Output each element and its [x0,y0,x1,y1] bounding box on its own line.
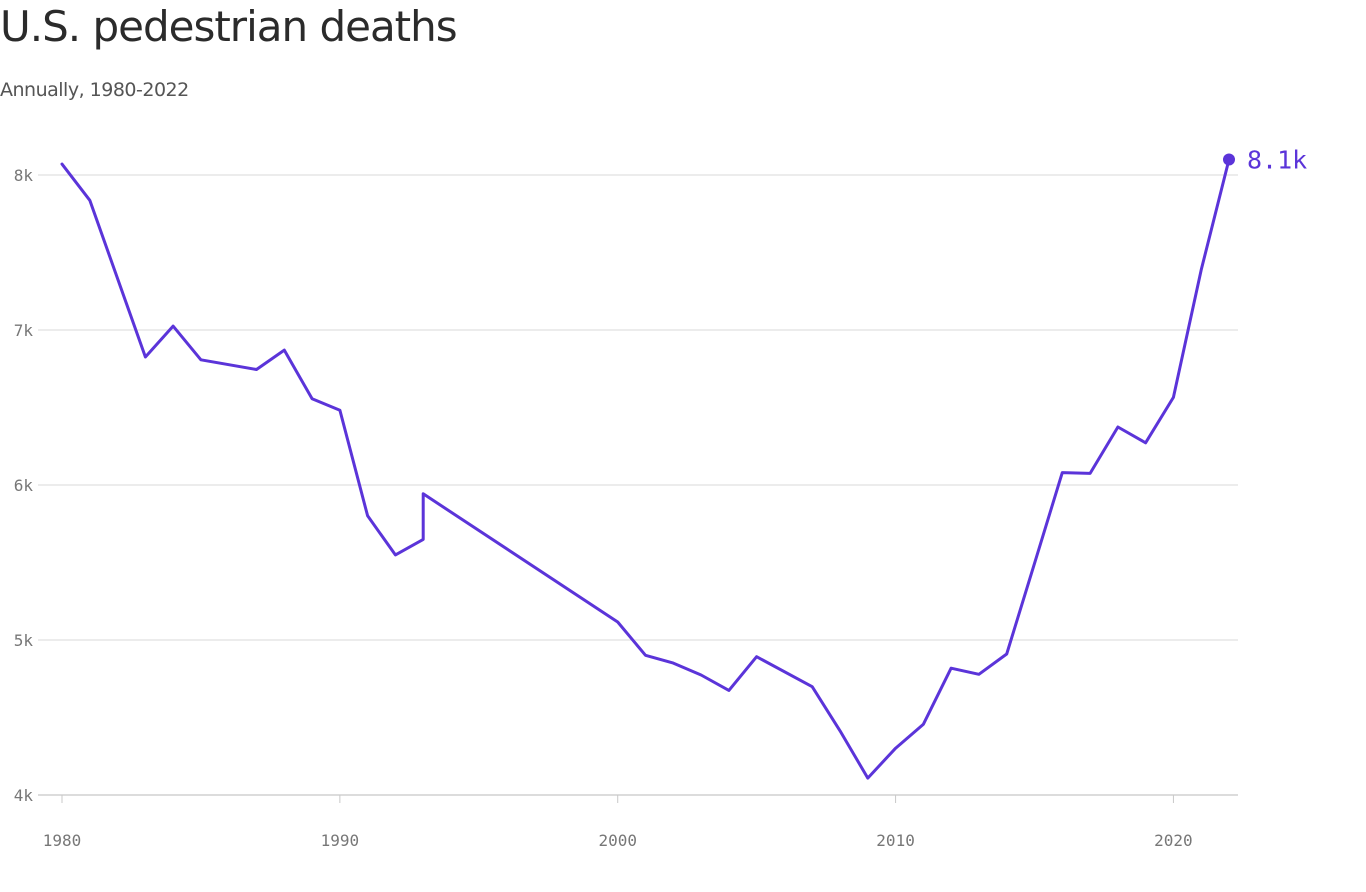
y-tick-label: 6k [14,476,34,495]
x-tick-label: 1980 [43,831,82,850]
end-value-label: 8.1k [1247,146,1307,175]
gridlines [38,174,1238,796]
y-axis: 4k 5k 6k 7k 8k [14,166,34,805]
y-tick-label: 4k [14,786,34,805]
y-tick-label: 5k [14,631,34,650]
y-tick-label: 7k [14,321,34,340]
x-tick-label: 2010 [876,831,915,850]
x-tick-label: 2020 [1154,831,1193,850]
end-point-marker [1223,153,1235,166]
chart-title: U.S. pedestrian deaths [0,2,458,51]
chart-subtitle: Annually, 1980-2022 [0,79,189,101]
x-tick-label: 2000 [598,831,637,850]
y-tick-label: 8k [14,166,34,185]
series-line [60,158,1231,780]
x-axis: 1980 1990 2000 2010 2020 [43,795,1193,850]
series: 8.1k [60,146,1307,780]
x-tick-label: 1990 [321,831,360,850]
